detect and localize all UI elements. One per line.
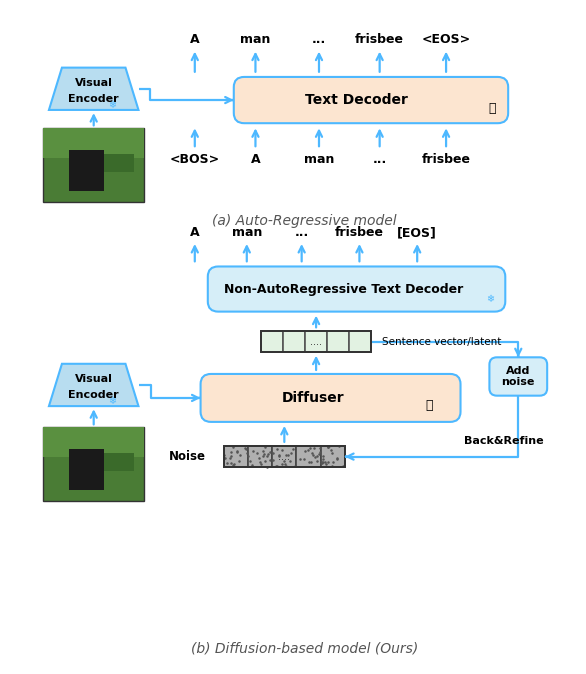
Text: Back&Refine: Back&Refine — [464, 436, 544, 446]
Text: (a) Auto-Regressive model: (a) Auto-Regressive model — [212, 214, 397, 228]
Text: Non-AutoRegressive Text Decoder: Non-AutoRegressive Text Decoder — [224, 282, 464, 296]
Text: <EOS>: <EOS> — [421, 33, 471, 47]
Text: A: A — [251, 153, 260, 166]
Bar — [69, 150, 104, 191]
Text: frisbee: frisbee — [335, 226, 384, 239]
Text: ❄: ❄ — [108, 100, 116, 110]
Text: ...: ... — [295, 226, 309, 239]
Bar — [104, 154, 134, 173]
Text: ....: .... — [278, 452, 290, 462]
Text: man: man — [304, 153, 334, 166]
Bar — [261, 332, 371, 352]
Bar — [283, 332, 305, 352]
Text: 🔥: 🔥 — [425, 399, 432, 412]
Text: Add
noise: Add noise — [502, 366, 535, 388]
Text: ❄: ❄ — [108, 396, 116, 406]
Text: Text Decoder: Text Decoder — [305, 93, 408, 107]
Text: frisbee: frisbee — [355, 33, 404, 47]
Text: A: A — [190, 226, 200, 239]
Bar — [321, 446, 345, 467]
Bar — [272, 446, 297, 467]
Text: Encoder: Encoder — [69, 390, 119, 400]
Text: ❄: ❄ — [486, 294, 495, 304]
Bar — [224, 446, 345, 467]
Text: Sentence vector/latent: Sentence vector/latent — [382, 336, 502, 346]
Text: Visual: Visual — [75, 78, 113, 88]
FancyBboxPatch shape — [234, 77, 508, 123]
Text: [EOS]: [EOS] — [397, 226, 437, 239]
Bar — [43, 427, 144, 501]
Bar — [297, 446, 321, 467]
Text: ....: .... — [310, 336, 322, 346]
Bar — [69, 450, 104, 489]
Text: 🔥: 🔥 — [489, 102, 496, 115]
Bar — [349, 332, 371, 352]
Bar — [305, 332, 327, 352]
Bar — [224, 446, 248, 467]
Text: <BOS>: <BOS> — [170, 153, 220, 166]
Polygon shape — [49, 364, 138, 406]
Text: man: man — [231, 226, 262, 239]
Text: ...: ... — [373, 153, 387, 166]
Text: frisbee: frisbee — [421, 153, 471, 166]
FancyBboxPatch shape — [200, 374, 461, 422]
Bar — [248, 446, 272, 467]
Text: ...: ... — [312, 33, 326, 47]
Text: Encoder: Encoder — [69, 94, 119, 104]
Bar — [261, 332, 283, 352]
Text: man: man — [240, 33, 271, 47]
FancyBboxPatch shape — [489, 357, 547, 396]
Text: Visual: Visual — [75, 374, 113, 384]
Bar — [327, 332, 349, 352]
Text: A: A — [190, 33, 200, 47]
Text: (b) Diffusion-based model (Ours): (b) Diffusion-based model (Ours) — [191, 642, 418, 655]
Bar — [43, 427, 144, 456]
Text: Diffuser: Diffuser — [282, 391, 345, 405]
Bar — [43, 128, 144, 158]
Bar — [43, 128, 144, 202]
Bar — [104, 453, 134, 471]
FancyBboxPatch shape — [208, 266, 505, 311]
Text: Noise: Noise — [169, 450, 206, 463]
Polygon shape — [49, 67, 138, 110]
